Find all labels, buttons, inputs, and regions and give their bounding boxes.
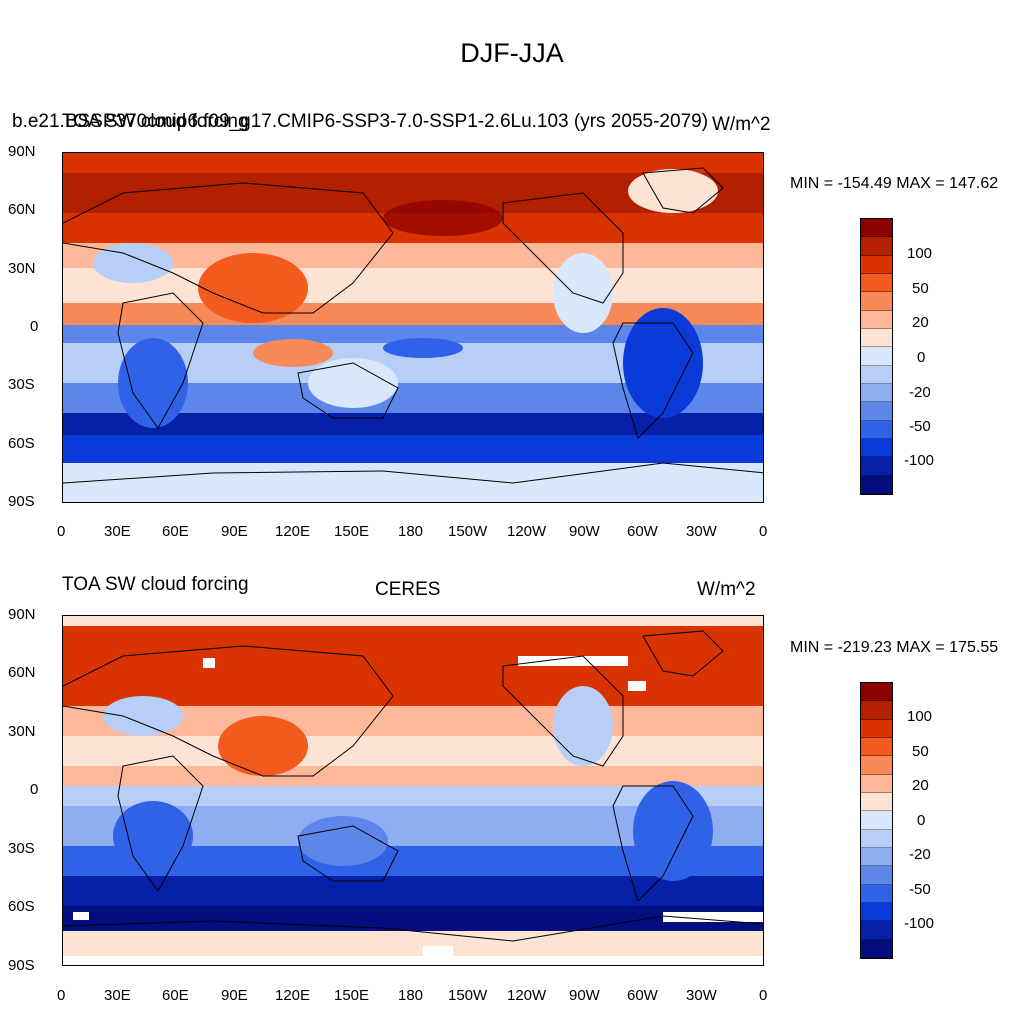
panel1-lon-label: 120E (275, 523, 311, 540)
panel2-colorbar-label: -20 (909, 846, 931, 863)
panel1-colorbar-label: 0 (917, 349, 926, 366)
panel1-colorbar-label: -100 (904, 452, 935, 469)
panel1-colorbar-label: 20 (912, 314, 929, 331)
panel2-lon-label: 0 (759, 987, 768, 1004)
panel2-lat-label: 30S (8, 840, 35, 857)
colorbar-segment (861, 811, 892, 830)
colorbar-segment (861, 902, 892, 922)
panel1-lat-label: 30N (8, 260, 36, 277)
colorbar-segment (861, 328, 892, 348)
colorbar-segment (861, 792, 892, 812)
panel2-units-label: W/m^2 (697, 579, 756, 600)
panel1-lon-label: 30E (104, 523, 131, 540)
colorbar-segment (861, 719, 892, 738)
panel1-lon-label: 30W (686, 523, 717, 540)
panel2-lon-label: 60W (627, 987, 658, 1004)
panel2-colorbar-label: -50 (909, 881, 931, 898)
panel2-lat-label: 90N (8, 606, 36, 623)
colorbar-segment (861, 383, 892, 403)
panel1-lon-label: 120W (507, 523, 547, 540)
panel2-dataset-label: CERES (375, 579, 441, 600)
panel2-lon-label: 120W (507, 987, 547, 1004)
colorbar-segment (861, 402, 892, 421)
colorbar-segment (861, 884, 892, 903)
panel2-lon-label: 0 (57, 987, 66, 1004)
colorbar-segment (861, 237, 892, 256)
colorbar-segment (861, 829, 892, 848)
panel1-lon-label: 180 (398, 523, 424, 540)
colorbar-segment (861, 774, 892, 793)
colorbar-segment (861, 847, 892, 867)
panel2-lon-label: 150E (334, 987, 370, 1004)
panel1-lon-label: 60E (162, 523, 189, 540)
colorbar-segment (861, 347, 892, 366)
panel1-colorbar-label: 100 (907, 245, 933, 262)
panel1-lon-label: 0 (57, 523, 66, 540)
panel1-lat-label: 60N (8, 201, 36, 218)
panel1-lon-label: 90E (221, 523, 248, 540)
colorbar-segment (861, 457, 892, 476)
colorbar-segment (861, 292, 892, 311)
panel1-field-plot (63, 153, 763, 502)
panel2-colorbar-label: 20 (912, 777, 929, 794)
panel1-lat-label: 90N (8, 143, 36, 160)
colorbar-segment (861, 365, 892, 384)
panel2-map (62, 615, 764, 966)
panel1-lon-label: 150W (448, 523, 488, 540)
colorbar-segment (861, 683, 892, 702)
colorbar-segment (861, 756, 892, 775)
panel1-stats: MIN = -154.49 MAX = 147.62 (790, 175, 999, 192)
panel2-lon-label: 180 (398, 987, 424, 1004)
panel1-variable-label: TOA SW cloud forcing (62, 111, 249, 132)
colorbar-segment (861, 438, 892, 458)
panel1-lat-label: 60S (8, 435, 35, 452)
colorbar-segment (861, 921, 892, 940)
panel2-lat-label: 0 (30, 781, 39, 798)
colorbar-segment (861, 219, 892, 238)
panel1-units-label: W/m^2 (712, 114, 771, 135)
panel2-lon-label: 120E (275, 987, 311, 1004)
figure-title: DJF-JJA (460, 38, 564, 68)
panel2-lat-label: 60N (8, 664, 36, 681)
panel1-lon-label: 60W (627, 523, 658, 540)
panel1-lat-label: 0 (30, 318, 39, 335)
panel1-lat-label: 30S (8, 376, 35, 393)
panel1-lon-label: 90W (569, 523, 600, 540)
panel2-lat-label: 90S (8, 957, 35, 974)
panel1-map (62, 152, 764, 503)
colorbar-segment (861, 273, 892, 293)
panel2-colorbar (860, 682, 893, 959)
colorbar-segment (861, 420, 892, 439)
panel2-lon-label: 90E (221, 987, 248, 1004)
panel2-stats: MIN = -219.23 MAX = 175.55 (790, 639, 999, 656)
panel2-colorbar-label: -100 (904, 915, 935, 932)
colorbar-segment (861, 255, 892, 274)
panel1-colorbar (860, 218, 893, 495)
colorbar-segment (861, 701, 892, 720)
panel1-colorbar-label: -20 (909, 384, 931, 401)
panel1-lon-label: 0 (759, 523, 768, 540)
panel1-colorbar-label: 50 (912, 280, 929, 297)
panel1-lat-label: 90S (8, 493, 35, 510)
panel2-lon-label: 30E (104, 987, 131, 1004)
colorbar-segment (861, 737, 892, 757)
panel2-variable-label: TOA SW cloud forcing (62, 574, 249, 595)
panel2-colorbar-label: 100 (907, 708, 933, 725)
panel2-field-plot (63, 616, 763, 965)
panel1-lon-label: 150E (334, 523, 370, 540)
panel2-lon-label: 60E (162, 987, 189, 1004)
panel2-colorbar-label: 50 (912, 743, 929, 760)
panel2-colorbar-label: 0 (917, 812, 926, 829)
colorbar-segment (861, 475, 892, 494)
colorbar-segment (861, 866, 892, 885)
panel2-lat-label: 60S (8, 898, 35, 915)
panel2-lon-label: 90W (569, 987, 600, 1004)
panel2-lat-label: 30N (8, 723, 36, 740)
colorbar-segment (861, 939, 892, 958)
panel1-case-label: b.e21.BSSP370cmip6.f09_g17.CMIP6-SSP3-7.… (12, 111, 709, 132)
colorbar-segment (861, 310, 892, 329)
panel2-lon-label: 150W (448, 987, 488, 1004)
panel1-colorbar-label: -50 (909, 418, 931, 435)
panel2-lon-label: 30W (686, 987, 717, 1004)
